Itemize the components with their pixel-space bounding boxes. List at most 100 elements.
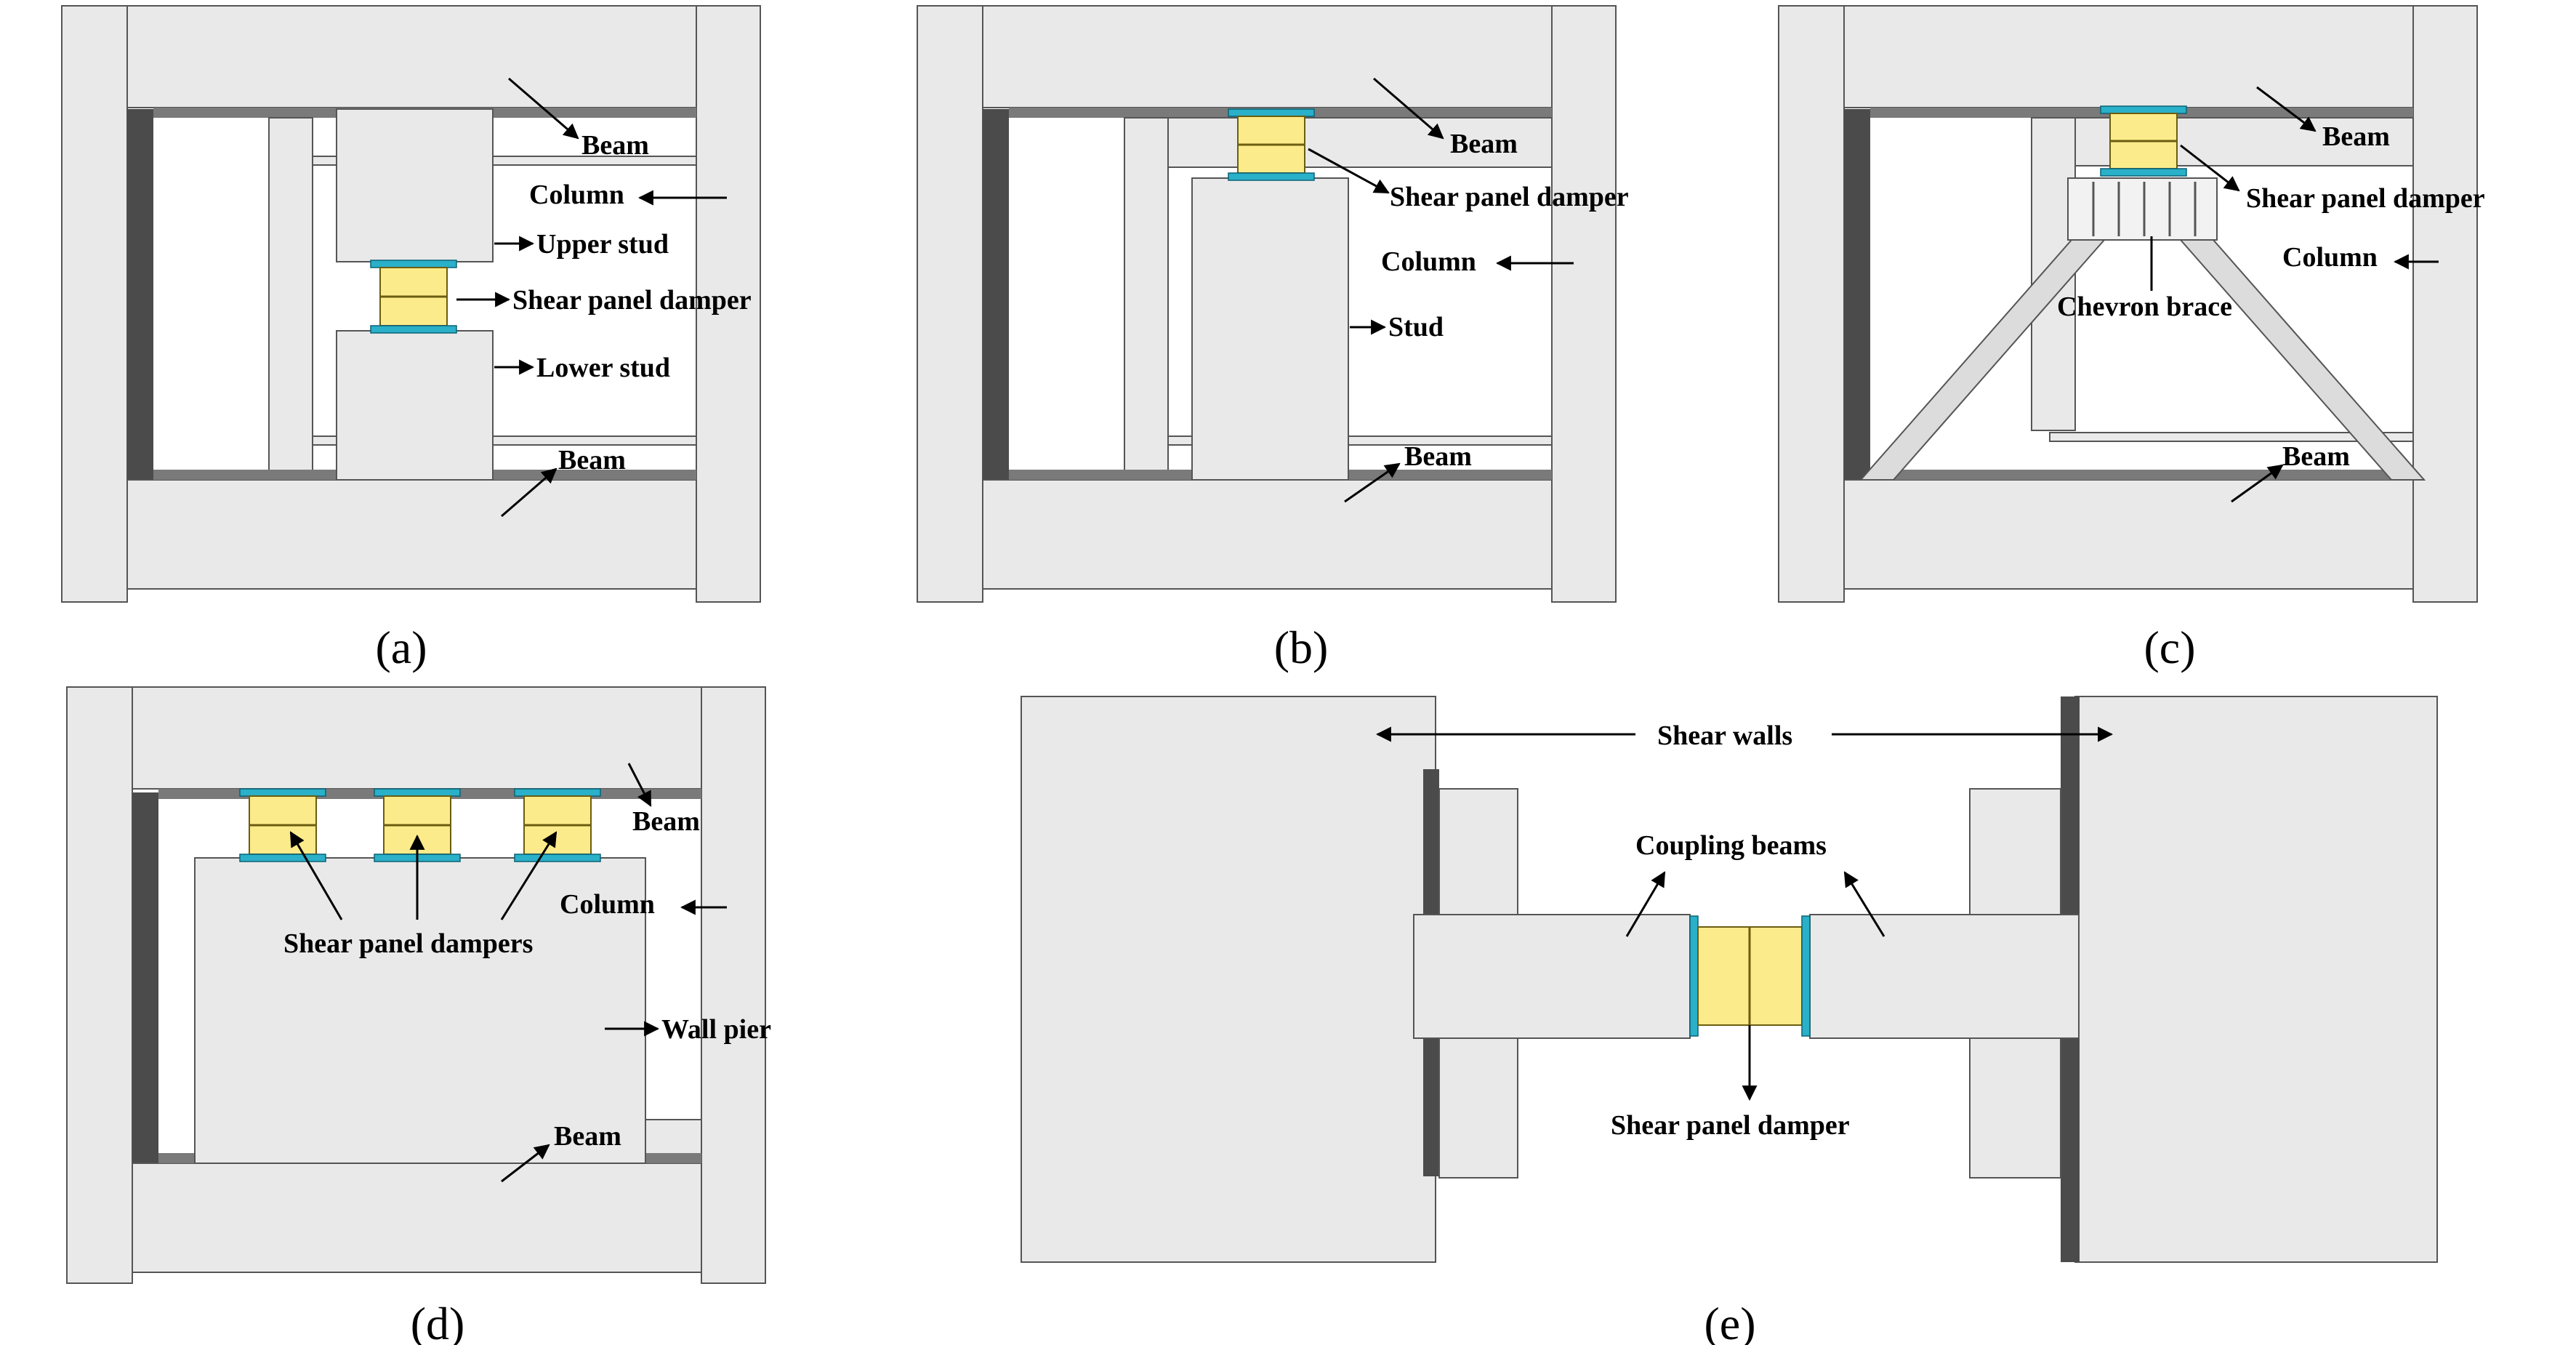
label-damper: Shear panel damper [2246,183,2485,214]
arrow-beam-top [627,763,652,807]
column-shadow [983,109,1009,487]
top-beam [126,5,697,108]
top-beam [982,5,1553,108]
inner-beam-bottom [643,1119,702,1157]
wall-pier [194,857,646,1164]
left-column [1778,5,1845,603]
label-lower-stud: Lower stud [536,353,670,383]
column-shadow [132,792,158,1174]
right-shear-wall [2074,696,2438,1263]
label-brace: Chevron brace [2057,292,2232,322]
label-stud: Stud [1388,312,1444,342]
damper-top-plate [1228,108,1315,117]
damper-bottom-plate [239,854,326,862]
label-column: Column [529,180,624,210]
arrow-damper [1308,148,1390,194]
label-beam-top: Beam [632,806,700,837]
label-beam-top: Beam [1450,129,1518,159]
right-column [696,5,761,603]
shear-panel-damper [2100,105,2187,177]
top-beam [1843,5,2414,108]
arrow-beam-top [508,77,579,140]
label-damper: Shear panel damper [1611,1110,1850,1141]
column-shadow [1844,109,1870,487]
panel-a: Beam Column Upper stud Shear panel dampe… [61,5,761,673]
label-beam-bottom: Beam [2282,441,2350,472]
right-column [701,686,766,1284]
arrow-beam-bottom [501,467,558,518]
shear-panel-damper [1689,915,1811,1037]
damper-bottom-plate [2100,168,2187,177]
label-beam-top: Beam [2322,121,2390,152]
arrow-coupling-beam-left [1625,871,1666,937]
label-coupling-beams: Coupling beams [1635,830,1827,861]
arrow-damper-3 [500,831,558,920]
panel-b: Beam Shear panel damper Column Stud Beam… [917,5,1629,673]
arrow-beam-top [1373,77,1444,140]
bottom-beam [1843,479,2414,590]
damper-top-plate [2100,105,2187,114]
caption-b: (b) [1274,622,1329,673]
arrow-beam-top [2256,86,2317,132]
label-beam-bottom: Beam [554,1121,621,1152]
damper-top-plate [374,788,461,797]
inner-beam-bottom [2049,432,2414,442]
damper-bottom-plate [1228,172,1315,181]
damper-left-plate [1689,915,1699,1037]
inner-beam-top [1167,117,1553,168]
top-beam [132,686,702,790]
shear-panel-damper [1228,108,1315,181]
label-column: Column [1381,246,1476,277]
arrow-beam-bottom [1344,462,1401,503]
left-coupling-beam [1413,914,1691,1039]
inner-frame-left [268,117,313,475]
caption-e: (e) [1704,1298,1755,1345]
label-column: Column [560,889,655,920]
bottom-beam [126,479,697,590]
damper-bottom-plate [370,325,457,334]
arrow-damper-1 [289,831,343,920]
label-column: Column [2282,242,2378,273]
shear-panel-damper-1 [239,788,326,862]
arrow-coupling-beam-right [1843,871,1885,937]
bottom-beam [132,1163,702,1273]
lower-stud [336,330,494,481]
right-column [2412,5,2478,603]
chevron-brace [1859,177,2426,481]
arrow-damper [2180,144,2240,192]
arrow-beam-bottom [501,1144,550,1183]
left-column [66,686,133,1284]
column-shadow [127,109,153,487]
shear-panel-damper-3 [514,788,601,862]
label-dampers: Shear panel dampers [283,928,533,959]
upper-stud [336,108,494,262]
label-damper: Shear panel damper [1390,182,1629,212]
arrow-beam-bottom [2231,464,2284,503]
label-shear-walls: Shear walls [1657,720,1792,751]
left-shear-wall [1021,696,1436,1263]
label-beam-top: Beam [581,130,649,161]
left-column [917,5,983,603]
right-coupling-beam [1809,914,2080,1039]
panel-d: Beam Column Shear panel dampers Wall pie… [66,686,771,1345]
damper-right-plate [1801,915,1811,1037]
shear-panel-damper [370,260,457,334]
panel-c: Beam Shear panel damper Column Chevron b… [1778,5,2485,673]
label-wall-pier: Wall pier [661,1014,771,1045]
damper-top-plate [514,788,601,797]
damper-bottom-plate [514,854,601,862]
caption-c: (c) [2144,622,2195,673]
caption-a: (a) [375,622,427,673]
damper-top-plate [370,260,457,268]
left-column [61,5,128,603]
inner-frame-left [1124,117,1169,475]
stud [1191,177,1349,481]
label-beam-bottom: Beam [558,445,626,475]
label-damper: Shear panel damper [512,285,752,316]
label-beam-bottom: Beam [1404,441,1472,472]
label-upper-stud: Upper stud [536,229,669,260]
bottom-beam [982,479,1553,590]
right-column [1551,5,1617,603]
panel-e: Shear walls Coupling beams Shear panel d… [1021,696,2438,1345]
